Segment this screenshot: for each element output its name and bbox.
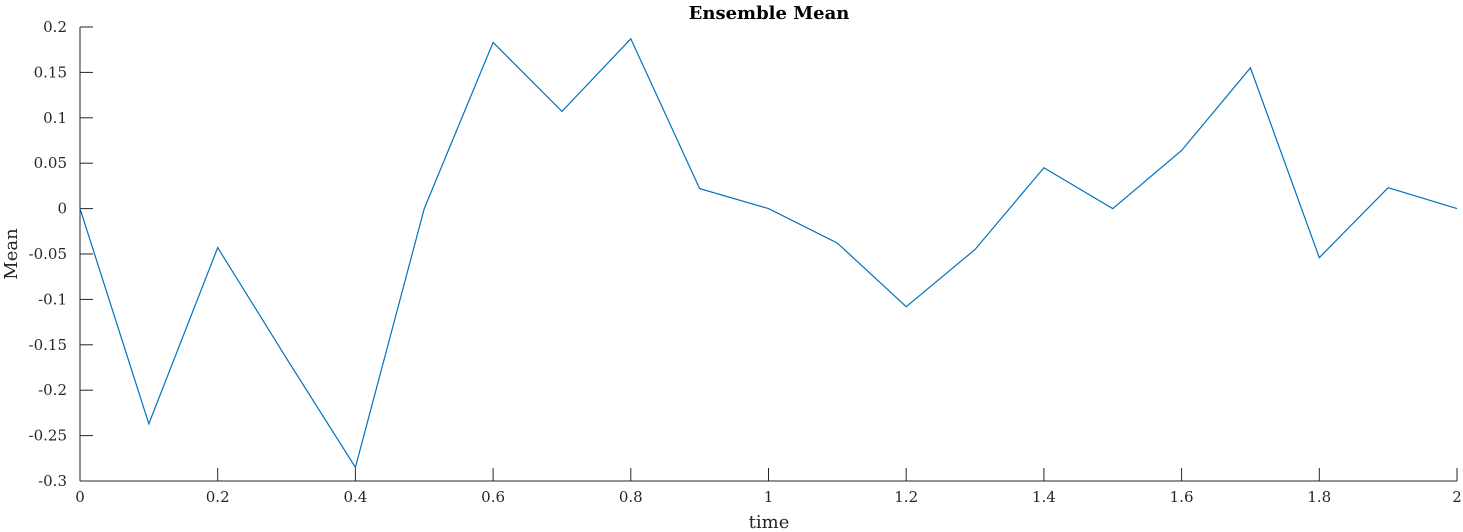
x-tick-label: 1.8 (1307, 488, 1331, 506)
y-tick-label: -0.2 (38, 381, 67, 399)
x-axis-label: time (749, 512, 790, 532)
x-tick-label: 0.4 (343, 488, 367, 506)
x-tick-label: 0 (75, 488, 85, 506)
x-tick-label: 2 (1452, 488, 1462, 506)
series-group (79, 37, 1458, 469)
y-tick-label: 0.2 (43, 18, 67, 36)
chart-title: Ensemble Mean (689, 3, 850, 24)
x-tick-label: 0.6 (481, 488, 505, 506)
x-tick-label: 0.8 (619, 488, 643, 506)
series-line (79, 37, 1458, 469)
y-tick-label: 0.15 (34, 63, 67, 81)
y-tick-label: 0.1 (43, 109, 67, 127)
y-ticks: 0.2 0.15 0.1 0.05 0 -0.05 -0.1 -0.15 -0.2 -0.25 -0… (29, 18, 93, 490)
x-tick-label: 1 (764, 488, 774, 506)
y-axis-label: Mean (1, 228, 22, 280)
x-tick-label: 1.2 (894, 488, 918, 506)
plot-axes (79, 27, 1457, 482)
y-tick-label: 0 (57, 200, 67, 218)
y-tick-label: -0.15 (29, 336, 67, 354)
y-tick-label: -0.1 (38, 290, 67, 308)
x-ticks: 0 0.2 0.4 0.6 0.8 1 1.2 1.4 1.6 1.8 2 (75, 468, 1462, 506)
x-tick-label: 1.6 (1170, 488, 1194, 506)
y-tick-label: 0.05 (34, 154, 67, 172)
y-tick-label: -0.25 (29, 427, 67, 445)
x-tick-label: 0.2 (206, 488, 230, 506)
y-tick-label: -0.3 (38, 472, 67, 490)
y-tick-label: -0.05 (29, 245, 67, 263)
x-tick-label: 1.4 (1032, 488, 1056, 506)
